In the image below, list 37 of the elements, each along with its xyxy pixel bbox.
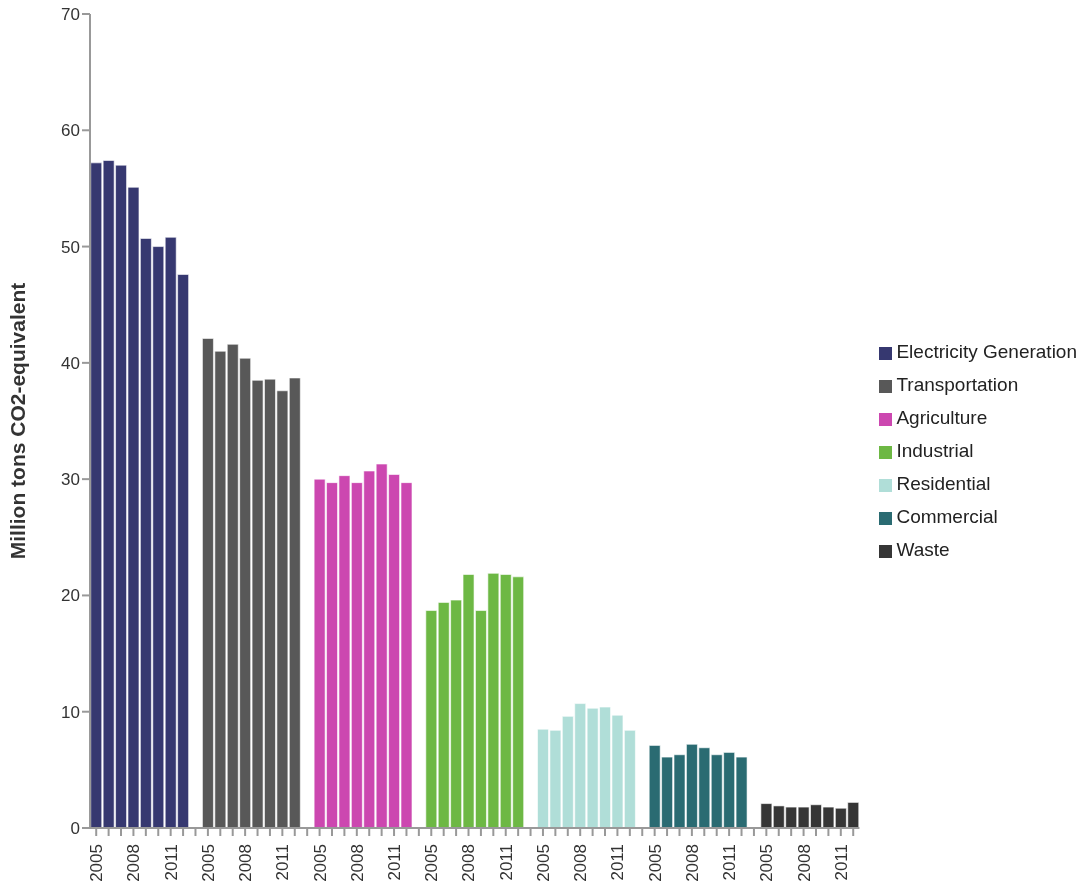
x-tick-label: 2011: [161, 844, 181, 881]
legend-label: Residential: [896, 472, 991, 494]
x-tick-label: 2008: [794, 844, 814, 882]
legend-label: Commercial: [896, 505, 998, 527]
y-tick-label: 10: [61, 702, 80, 722]
legend-label: Transportation: [896, 373, 1019, 395]
x-tick-label: 2011: [720, 844, 740, 881]
x-tick-label: 2008: [459, 844, 479, 882]
x-tick-label: 2008: [347, 844, 367, 882]
x-tick-label: 2008: [124, 844, 144, 882]
y-tick-label: 30: [61, 470, 80, 490]
x-tick-label: 2011: [385, 844, 404, 881]
x-tick-label: 2008: [571, 844, 591, 882]
y-axis-title: Million tons CO2-equivalent: [6, 282, 30, 560]
legend-label: Electricity Generation: [896, 340, 1077, 362]
x-tick-label: 2011: [496, 844, 516, 881]
y-tick-label: 70: [61, 5, 80, 25]
legend-label: Agriculture: [896, 406, 988, 428]
y-tick-label: 50: [61, 237, 80, 257]
legend-label: Waste: [896, 538, 950, 560]
x-tick-label: 2005: [310, 844, 330, 882]
x-tick-label: 2008: [236, 844, 256, 882]
x-tick-label: 2005: [422, 844, 442, 882]
x-tick-label: 2011: [608, 844, 628, 881]
x-tick-label: 2005: [198, 844, 218, 882]
x-tick-label: 2011: [273, 844, 293, 881]
y-tick-label: 40: [61, 353, 80, 373]
x-tick-label: 2011: [831, 844, 851, 881]
y-tick-label: 60: [61, 121, 80, 141]
x-tick-label: 2005: [757, 844, 777, 882]
legend-label: Industrial: [896, 439, 974, 461]
x-tick-label: 2005: [87, 844, 107, 882]
y-tick-label: 20: [61, 586, 80, 606]
y-tick-label: 0: [70, 819, 80, 839]
x-tick-label: 2005: [533, 844, 553, 882]
x-tick-label: 2008: [682, 844, 702, 882]
x-tick-label: 2005: [645, 844, 665, 882]
